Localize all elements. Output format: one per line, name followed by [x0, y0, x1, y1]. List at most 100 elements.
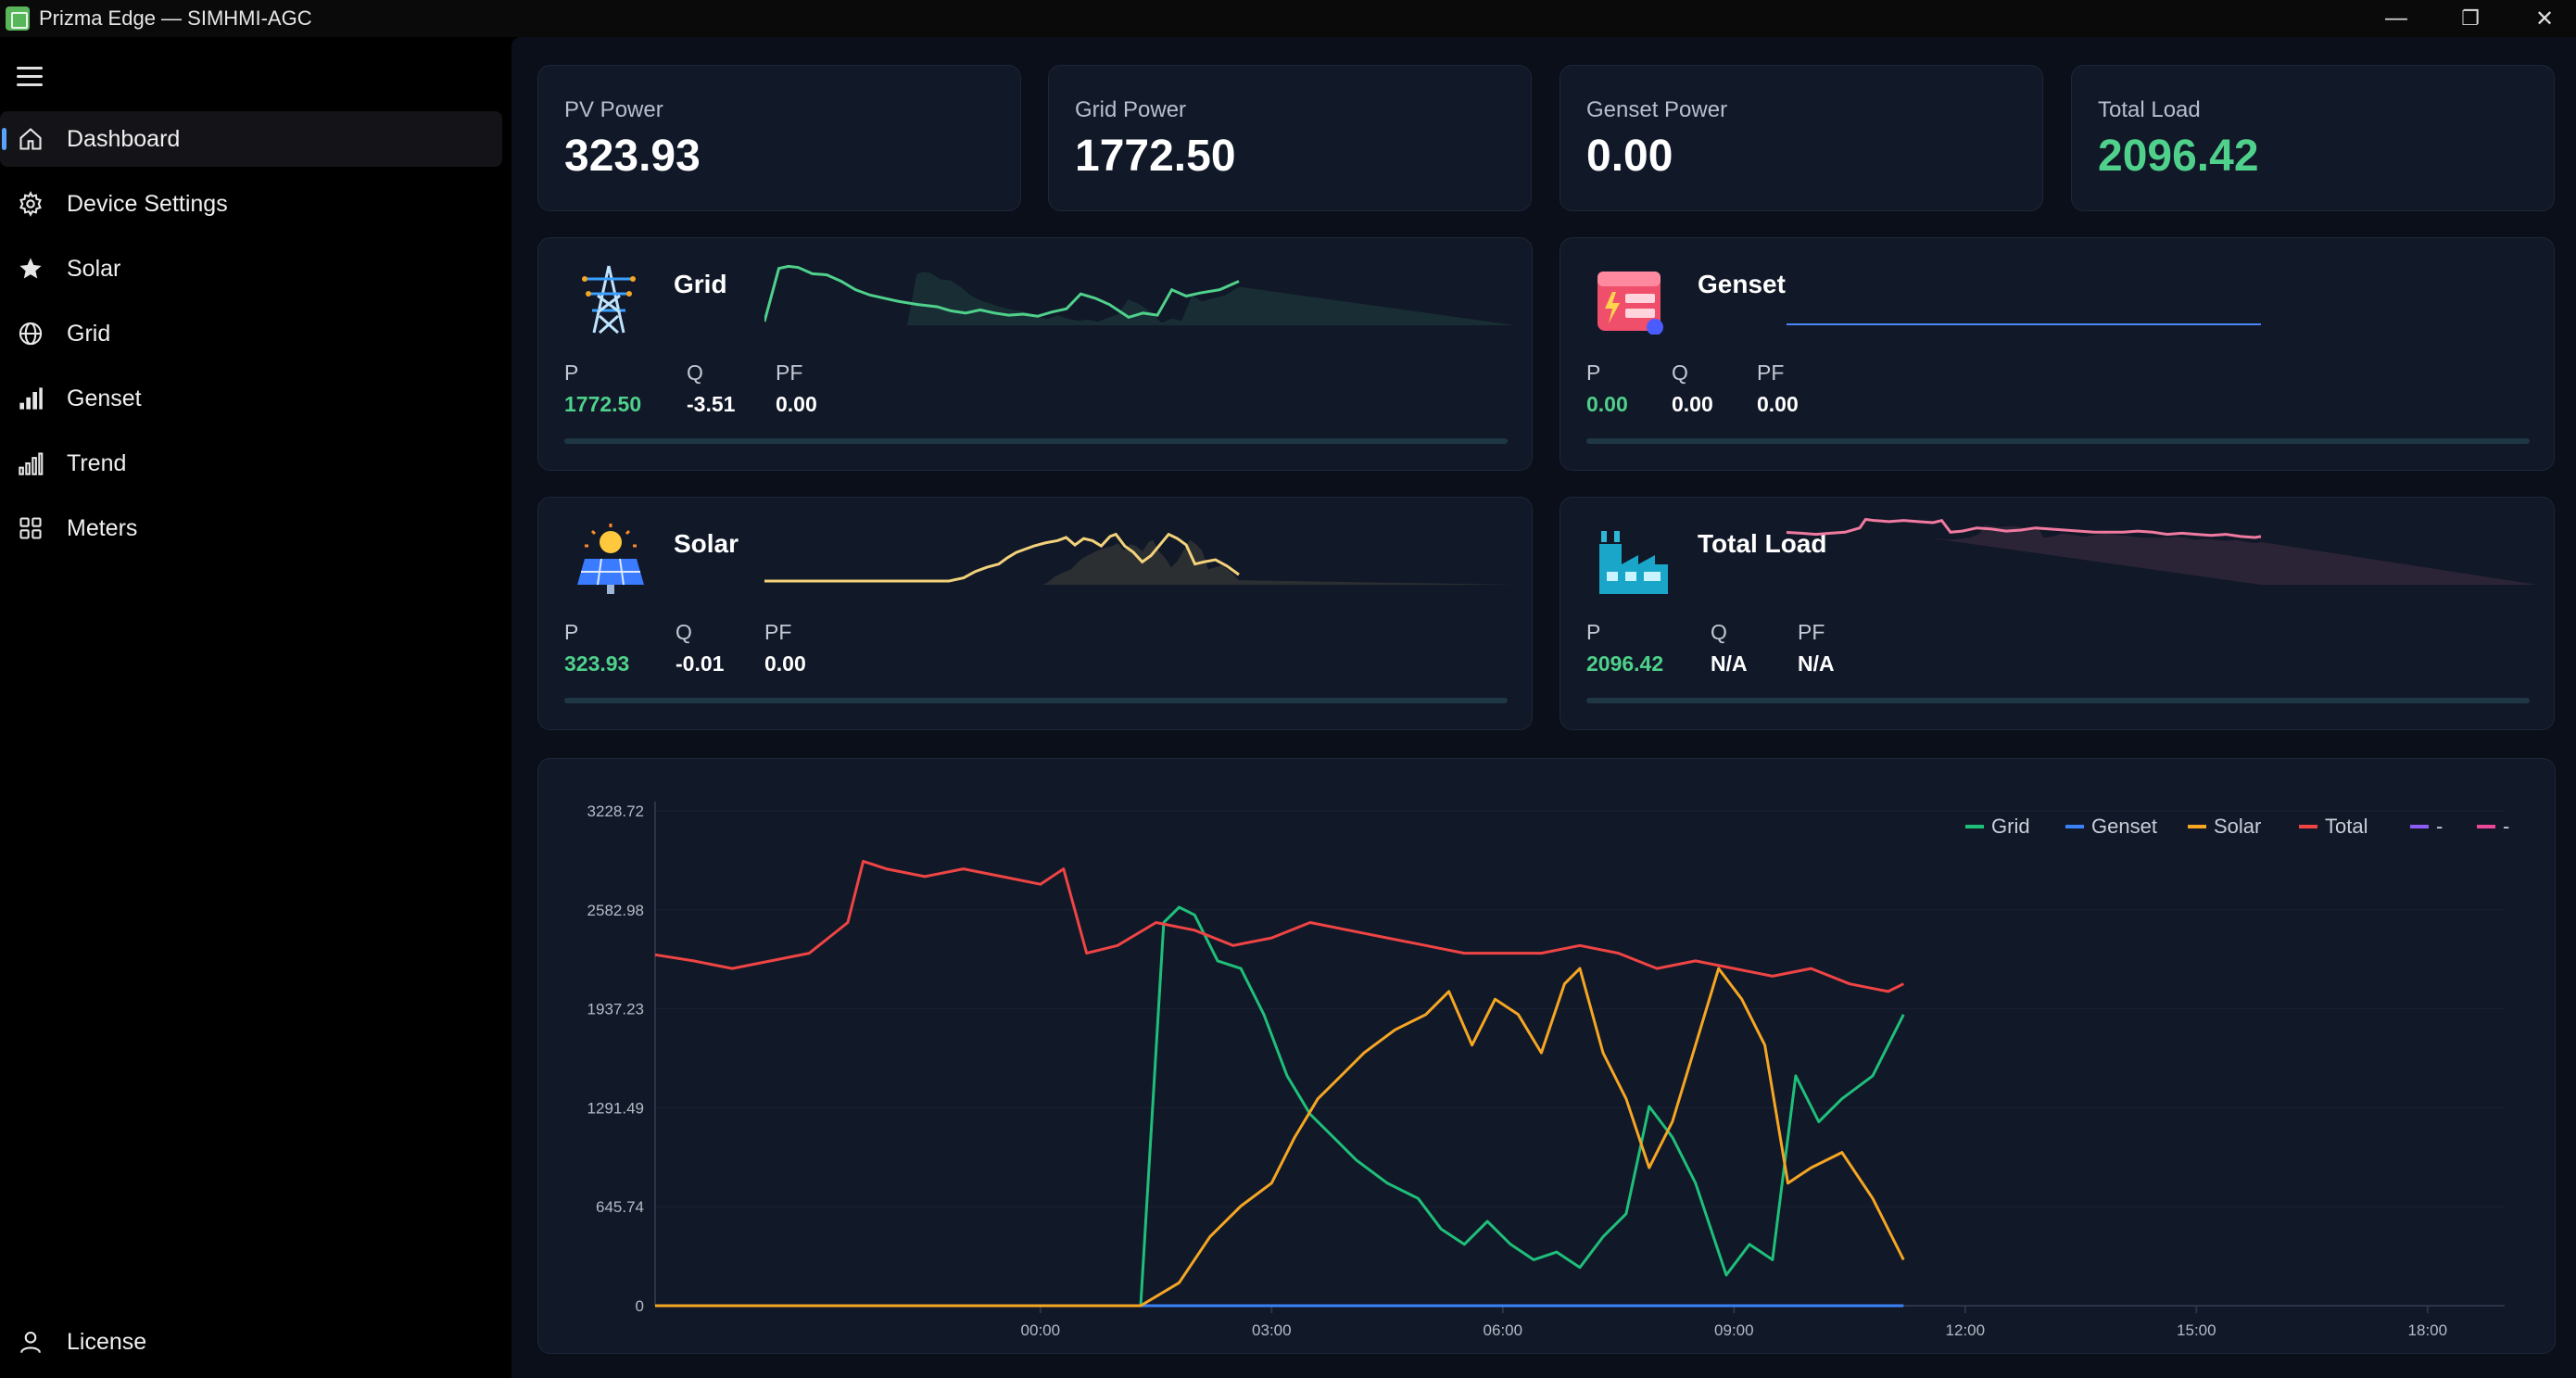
- app-logo-icon: [6, 6, 30, 31]
- stat-label-p: P: [564, 360, 579, 385]
- y-tick-label: 1937.23: [587, 1001, 644, 1018]
- hamburger-menu-icon[interactable]: [17, 67, 43, 87]
- legend-item[interactable]: Solar: [2188, 815, 2261, 838]
- grid-squares-icon: [15, 512, 46, 544]
- sidebar-item-meters[interactable]: Meters: [0, 500, 502, 556]
- total-load-sparkline: [1787, 517, 2537, 585]
- y-tick-label: 1291.49: [587, 1099, 644, 1117]
- user-icon: [15, 1326, 46, 1358]
- kpi-label: Grid Power: [1075, 97, 1187, 122]
- x-tick-label: 12:00: [1946, 1321, 1986, 1339]
- sparkline-history-area: [906, 272, 1515, 325]
- generator-icon: [1594, 268, 1664, 335]
- legend-item[interactable]: -: [2410, 815, 2443, 838]
- sidebar-item-device-settings[interactable]: Device Settings: [0, 176, 502, 232]
- sparkline-line: [1787, 517, 2262, 539]
- y-tick-label: 0: [636, 1297, 644, 1315]
- device-card-total-load[interactable]: Total Load P Q PF 2096.42 N/A N/A: [1559, 497, 2555, 730]
- x-tick-label: 06:00: [1484, 1321, 1523, 1339]
- sparkline-line: [764, 264, 1240, 322]
- stat-value-pf: 0.00: [776, 392, 817, 416]
- solar-panel-icon: [572, 522, 650, 598]
- legend-label: Grid: [1991, 815, 2030, 838]
- series-line-grid: [1139, 905, 1905, 1307]
- trend-chart-card: 0 645.74 1291.49 1937.23 2582.98 3228.72 00:00…: [537, 758, 2556, 1354]
- sidebar-item-license[interactable]: License: [0, 1314, 502, 1370]
- stat-value-p: 1772.50: [564, 392, 642, 416]
- stat-value-q: N/A: [1711, 651, 1748, 676]
- stat-label-q: Q: [676, 620, 692, 644]
- power-tower-icon: [575, 262, 642, 335]
- signal-bars-icon: [15, 383, 46, 414]
- sidebar-item-genset[interactable]: Genset: [0, 371, 502, 426]
- x-tick-label: 15:00: [2177, 1321, 2216, 1339]
- stat-label-p: P: [1586, 620, 1601, 644]
- sparkline-line: [764, 532, 1240, 583]
- kpi-value: 0.00: [1586, 132, 1673, 181]
- device-card-genset[interactable]: Genset P Q PF 0.00 0.00 0.00: [1559, 237, 2555, 471]
- stat-label-pf: PF: [1798, 620, 1825, 644]
- stat-value-pf: 0.00: [764, 651, 806, 676]
- stat-label-pf: PF: [776, 360, 803, 385]
- trend-chart[interactable]: 0 645.74 1291.49 1937.23 2582.98 3228.72 00:00…: [538, 759, 2557, 1355]
- legend-item[interactable]: Grid: [1965, 815, 2030, 838]
- stat-value-pf: N/A: [1798, 651, 1835, 676]
- stat-value-pf: 0.00: [1757, 392, 1799, 416]
- series-line-total: [654, 859, 1904, 993]
- legend-item[interactable]: Total: [2299, 815, 2368, 838]
- stat-label-pf: PF: [764, 620, 792, 644]
- x-tick-label: 18:00: [2408, 1321, 2448, 1339]
- stat-value-q: -0.01: [676, 651, 725, 676]
- star-icon: [15, 253, 46, 284]
- kpi-label: Genset Power: [1586, 97, 1728, 122]
- stat-value-q: -3.51: [687, 392, 736, 416]
- sidebar-item-label: Genset: [67, 385, 142, 411]
- grid-sparkline: [764, 264, 1515, 325]
- legend-label: Total: [2325, 815, 2368, 838]
- sidebar-item-label: License: [67, 1328, 147, 1355]
- y-tick-label: 645.74: [596, 1198, 644, 1216]
- window-title: Prizma Edge — SIMHMI-AGC: [39, 6, 312, 30]
- legend-label: -: [2436, 815, 2443, 838]
- stat-value-p: 2096.42: [1586, 651, 1664, 676]
- stat-value-p: 323.93: [564, 651, 630, 676]
- sidebar-item-dashboard[interactable]: Dashboard: [0, 111, 502, 167]
- maximize-button[interactable]: ❐: [2461, 6, 2480, 30]
- sidebar-item-label: Meters: [67, 514, 138, 541]
- stat-label-pf: PF: [1757, 360, 1785, 385]
- progress-track: [1586, 698, 2530, 703]
- legend-label: Genset: [2091, 815, 2157, 838]
- kpi-value: 323.93: [564, 132, 701, 181]
- y-tick-label: 2582.98: [587, 902, 644, 919]
- sidebar: Dashboard Device Settings Solar Grid Gen…: [0, 37, 511, 1378]
- minimize-button[interactable]: —: [2385, 6, 2407, 31]
- title-bar: Prizma Edge — SIMHMI-AGC — ❐ ✕: [0, 0, 2576, 37]
- legend-label: -: [2503, 815, 2509, 838]
- sidebar-item-grid[interactable]: Grid: [0, 306, 502, 361]
- sidebar-item-label: Device Settings: [67, 190, 228, 217]
- device-card-grid[interactable]: Grid P Q PF 1772.50 -3.51 0.00: [537, 237, 1533, 471]
- home-icon: [15, 123, 46, 155]
- kpi-label: Total Load: [2098, 97, 2201, 122]
- sidebar-item-trend[interactable]: Trend: [0, 436, 502, 491]
- sidebar-item-label: Grid: [67, 320, 111, 347]
- solar-sparkline: [764, 532, 1515, 585]
- genset-sparkline: [1787, 323, 2261, 325]
- stat-label-q: Q: [1672, 360, 1688, 385]
- stat-label-q: Q: [687, 360, 703, 385]
- sidebar-item-label: Dashboard: [67, 125, 181, 152]
- x-tick-label: 03:00: [1252, 1321, 1292, 1339]
- stat-value-p: 0.00: [1586, 392, 1628, 416]
- device-title: Genset: [1698, 270, 1786, 298]
- close-button[interactable]: ✕: [2534, 6, 2555, 32]
- kpi-value: 1772.50: [1075, 132, 1236, 181]
- kpi-card-genset-power: Genset Power 0.00: [1559, 65, 2043, 211]
- sidebar-item-solar[interactable]: Solar: [0, 241, 502, 297]
- device-card-solar[interactable]: Solar P Q PF 323.93 -0.01 0.00: [537, 497, 1533, 730]
- legend-item[interactable]: Genset: [2065, 815, 2157, 838]
- device-title: Grid: [674, 270, 727, 298]
- sparkline-history-area: [1042, 539, 1515, 585]
- trend-bars-icon: [15, 448, 46, 479]
- progress-track: [1586, 438, 2530, 444]
- legend-item[interactable]: -: [2477, 815, 2509, 838]
